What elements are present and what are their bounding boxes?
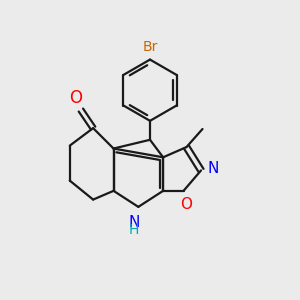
Text: N: N <box>128 215 140 230</box>
Text: H: H <box>129 223 139 237</box>
Text: N: N <box>208 160 219 175</box>
Text: Br: Br <box>142 40 158 54</box>
Text: O: O <box>69 89 82 107</box>
Text: O: O <box>181 197 193 212</box>
